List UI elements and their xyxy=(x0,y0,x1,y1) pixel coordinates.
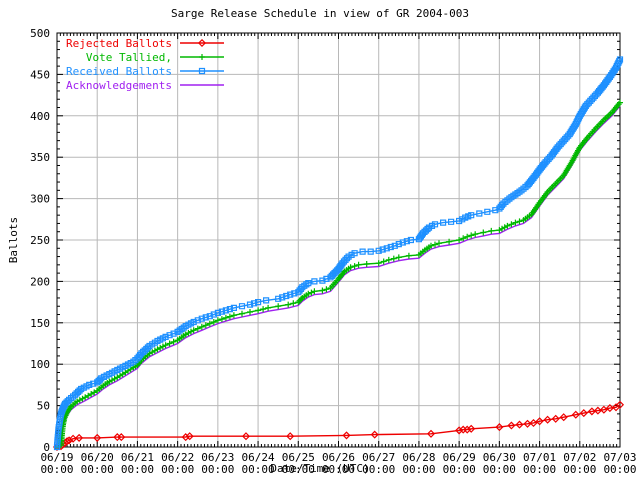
chart-title: Sarge Release Schedule in view of GR 200… xyxy=(170,7,469,20)
svg-text:400: 400 xyxy=(30,110,50,123)
chart-legend: Rejected Ballots Vote Tallied, Received … xyxy=(57,36,226,92)
series-received-ballots xyxy=(53,56,624,451)
svg-text:00:00: 00:00 xyxy=(161,463,194,476)
svg-text:06/28: 06/28 xyxy=(402,451,435,464)
x-tick-labels: 06/1900:0006/2000:0006/2100:0006/2200:00… xyxy=(40,451,636,476)
series-markers-rejected-ballots xyxy=(52,400,625,452)
svg-text:06/27: 06/27 xyxy=(362,451,395,464)
svg-text:00:00: 00:00 xyxy=(402,463,435,476)
svg-text:06/20: 06/20 xyxy=(81,451,114,464)
svg-text:300: 300 xyxy=(30,193,50,206)
legend-sample-plain-line xyxy=(180,84,224,86)
plot-border xyxy=(56,32,621,448)
svg-text:00:00: 00:00 xyxy=(201,463,234,476)
y-tick-labels: 0 50 100 150 200 250 300 350 400 450 500 xyxy=(30,27,50,454)
svg-text:00:00: 00:00 xyxy=(121,463,154,476)
svg-text:06/30: 06/30 xyxy=(483,451,516,464)
svg-text:06/24: 06/24 xyxy=(242,451,275,464)
svg-text:06/21: 06/21 xyxy=(121,451,154,464)
svg-text:500: 500 xyxy=(30,27,50,40)
legend-row-vote-tallied: Vote Tallied, xyxy=(57,50,226,64)
svg-text:150: 150 xyxy=(30,317,50,330)
svg-text:00:00: 00:00 xyxy=(362,463,395,476)
legend-label-acknowledgements: Acknowledgements xyxy=(66,78,172,92)
svg-text:00:00: 00:00 xyxy=(603,463,636,476)
svg-text:07/03: 07/03 xyxy=(603,451,636,464)
series-rejected-ballots xyxy=(52,400,625,452)
series-line-acknowledgements xyxy=(57,105,621,448)
svg-text:06/23: 06/23 xyxy=(201,451,234,464)
legend-row-acknowledgements: Acknowledgements xyxy=(57,78,226,92)
svg-text:06/19: 06/19 xyxy=(40,451,73,464)
x-axis-title: Date/Time (UTC) xyxy=(270,462,370,475)
svg-text:00:00: 00:00 xyxy=(40,463,73,476)
legend-row-rejected-ballots: Rejected Ballots xyxy=(57,36,226,50)
series-markers-received-ballots xyxy=(53,56,624,451)
svg-text:06/22: 06/22 xyxy=(161,451,194,464)
svg-text:07/02: 07/02 xyxy=(563,451,596,464)
svg-text:06/26: 06/26 xyxy=(322,451,355,464)
svg-text:00:00: 00:00 xyxy=(282,463,315,476)
gridlines xyxy=(56,32,621,448)
legend-label-received-ballots: Received Ballots xyxy=(66,64,172,78)
svg-text:0: 0 xyxy=(43,441,50,454)
svg-text:200: 200 xyxy=(30,275,50,288)
svg-text:06/29: 06/29 xyxy=(443,451,476,464)
svg-text:07/01: 07/01 xyxy=(523,451,556,464)
legend-row-received-ballots: Received Ballots xyxy=(57,64,226,78)
svg-text:250: 250 xyxy=(30,234,50,247)
legend-label-rejected-ballots: Rejected Ballots xyxy=(66,36,172,50)
legend-sample-diamond-icon xyxy=(180,38,224,48)
svg-text:00:00: 00:00 xyxy=(443,463,476,476)
svg-text:00:00: 00:00 xyxy=(483,463,516,476)
svg-text:00:00: 00:00 xyxy=(523,463,556,476)
svg-text:00:00: 00:00 xyxy=(242,463,275,476)
svg-text:100: 100 xyxy=(30,358,50,371)
series-acknowledgements xyxy=(57,105,621,448)
svg-text:50: 50 xyxy=(37,400,50,413)
svg-text:450: 450 xyxy=(30,68,50,81)
y-axis-title: Ballots xyxy=(7,216,20,264)
legend-label-vote-tallied: Vote Tallied, xyxy=(85,50,172,64)
legend-sample-square-icon xyxy=(180,67,224,75)
svg-text:00:00: 00:00 xyxy=(322,463,355,476)
svg-text:00:00: 00:00 xyxy=(563,463,596,476)
legend-sample-plus-icon xyxy=(180,54,224,60)
svg-text:350: 350 xyxy=(30,151,50,164)
svg-text:06/25: 06/25 xyxy=(282,451,315,464)
svg-text:00:00: 00:00 xyxy=(81,463,114,476)
